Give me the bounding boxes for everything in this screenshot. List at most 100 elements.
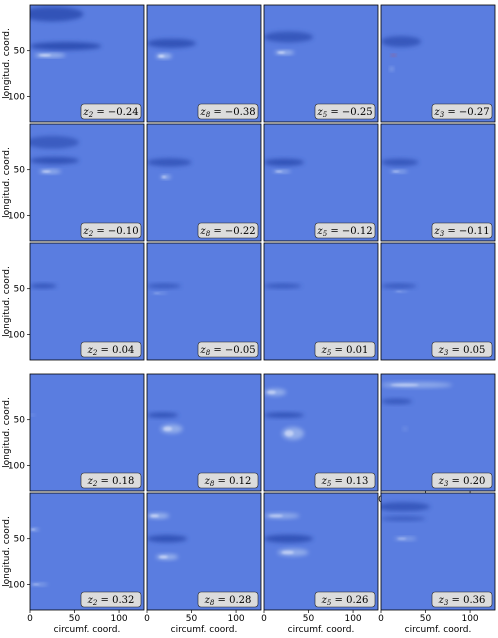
x-tick-label: 100 [344,614,361,624]
panel-background [264,124,378,241]
panel-label: z5 = 0.26 [321,595,369,607]
panel-frame [146,242,262,361]
panel-frame [29,123,145,242]
x-tick-label: 100 [227,614,244,624]
panel-label-box [80,222,142,239]
x-tick-label: 50 [420,614,432,624]
y-tick-label: 50 [14,166,26,176]
panel-frame [29,242,145,361]
x-tick-label: 0 [378,614,384,624]
panel-label-box [80,591,142,608]
y-tick-label: 50 [14,47,26,57]
x-tick-label: 50 [186,614,198,624]
heatmap-panel: z8 = −0.05 [146,242,262,361]
heatmap-feature [38,54,52,57]
heatmap-feature [264,412,305,418]
heatmap-feature [30,6,84,22]
panel-frame [380,242,496,361]
heatmap-feature [277,51,286,54]
panel-frame [29,4,145,123]
y-axis-label: longitud. coord. [2,147,12,218]
heatmap-feature [30,135,79,149]
panel-background [147,5,261,122]
panel-label: z2 = −0.24 [82,107,138,119]
x-tick-label: 0 [261,614,267,624]
x-axis-label: circumf. coord. [405,625,472,635]
panel-frame [146,373,262,492]
panel-frame [146,123,262,242]
heatmap-feature [147,38,196,48]
panel-label: z3 = −0.11 [433,226,489,238]
heatmap-feature [30,283,57,289]
y-axis-label: longitud. coord. [2,266,12,337]
heatmap-feature [264,283,302,289]
heatmap-feature [381,502,430,512]
y-axis-label: longitud. coord. [2,397,12,468]
heatmap-feature [275,170,283,173]
heatmap-feature [281,550,294,555]
heatmap-feature [30,42,102,51]
panel-label: z8 = 0.28 [204,595,252,607]
heatmap-feature [403,427,407,431]
heatmap-feature [381,283,417,289]
panel-label: z8 = 0.12 [204,476,252,488]
heatmap-feature [147,283,181,289]
heatmap-feature [389,67,394,71]
panel-background [30,243,144,360]
panel-label-box [431,103,493,120]
heatmap-feature [158,555,168,559]
panel-frame [380,492,496,611]
x-tick-label: 100 [110,614,127,624]
heatmap-panel: z3 = −0.11 [380,123,496,242]
panel-background [30,5,144,122]
heatmap-feature [158,55,165,58]
panel-label: z3 = 0.05 [438,345,486,357]
panel-frame [263,492,379,611]
heatmap-panel: z5 = −0.25 [263,4,379,123]
x-tick-label: 100 [461,614,478,624]
panel-label: z5 = −0.12 [316,226,372,238]
panel-label-box [80,472,142,489]
panel-label-box [197,222,259,239]
panel-label-box [314,103,376,120]
heatmap-feature [31,528,35,531]
heatmap-feature [392,170,400,173]
panel-label-box [431,341,493,358]
heatmap-feature [381,36,422,48]
panel-label: z2 = 0.32 [87,595,135,607]
y-tick-label: 50 [14,285,26,295]
heatmap-feature [161,176,167,178]
panel-background [381,243,495,360]
panel-label: z2 = 0.18 [87,476,135,488]
panel-label-box [197,103,259,120]
panel-label-box [431,591,493,608]
y-tick-label: 100 [8,461,25,471]
panel-label-box [431,222,493,239]
panel-background [30,493,144,610]
heatmap-feature [32,583,40,586]
panel-frame [263,373,379,492]
panel-label-box [314,472,376,489]
panel-frame [380,4,496,123]
panel-frame [29,373,145,492]
heatmap-feature [396,290,402,292]
heatmap-panel: z3 = 0.05 [380,242,496,361]
panel-background [147,124,261,241]
panel-frame [380,373,496,492]
heatmap-feature [264,158,305,167]
panel-label: z5 = 0.13 [321,476,369,488]
heatmap-feature [284,430,294,437]
heatmap-feature [391,54,396,57]
x-axis-label: circumf. coord. [54,625,121,635]
panel-label-box [80,103,142,120]
panel-label: z3 = 0.20 [438,476,486,488]
